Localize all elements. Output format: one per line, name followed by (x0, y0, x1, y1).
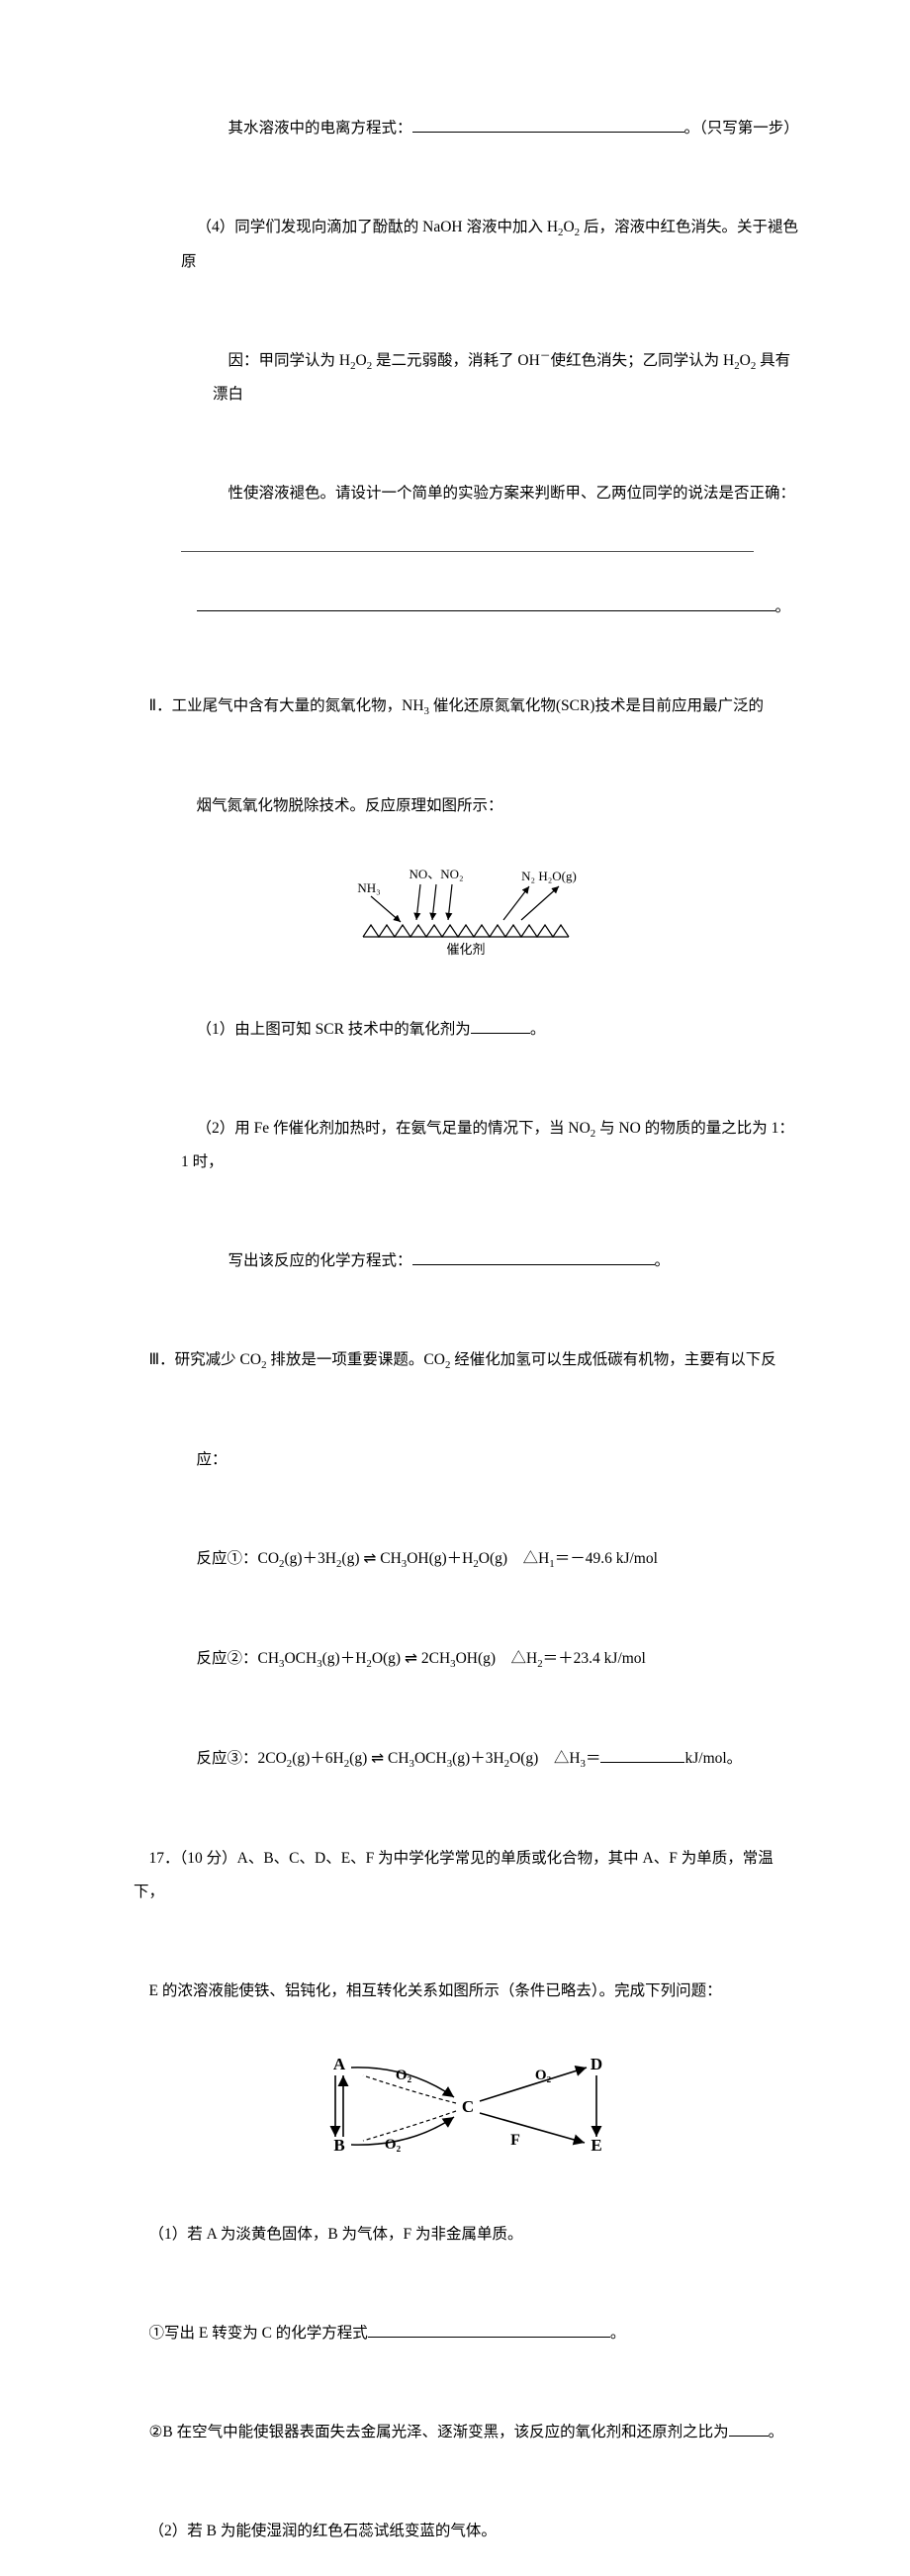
node-b: B (333, 2136, 344, 2155)
text: 反应②：CH (197, 1650, 280, 1667)
q16-ii-head-line1: Ⅱ．工业尾气中含有大量的氮氧化物，NH3 催化还原氮氧化物(SCR)技术是目前应… (134, 657, 801, 757)
text: 。 (530, 1021, 546, 1038)
text: 应： (197, 1451, 228, 1468)
label-catalyst: 催化剂 (446, 942, 485, 957)
text: 反应①：CO (197, 1550, 280, 1567)
text: 烟气氮氧化物脱除技术。反应原理如图所示： (197, 797, 503, 814)
text: 17．（10 分）A、B、C、D、E、F 为中学化学常见的单质或化合物，其中 A… (134, 1850, 774, 1899)
q16-i-4-line1: （4）同学们发现向滴加了酚酞的 NaOH 溶液中加入 H2O2 后，溶液中红色消… (134, 178, 801, 311)
q17-1: （1）若 A 为淡黄色固体，B 为气体，F 为非金属单质。 (134, 2185, 801, 2284)
text: ②B 在空气中能使银器表面失去金属光泽、逐渐变黑，该反应的氧化剂和还原剂之比为 (149, 2424, 729, 2440)
q16-ii-2-line2: 写出该反应的化学方程式： 。 (134, 1212, 801, 1311)
text: ＝ (586, 1750, 601, 1767)
text: O(g) (372, 1650, 401, 1667)
text: (g) (349, 1750, 367, 1767)
text: ①写出 E 转变为 C 的化学方程式 (149, 2325, 368, 2342)
text: CH (380, 1550, 402, 1567)
blank (471, 1018, 530, 1035)
q16-iii-r1: 反应①：CO2(g)＋3H2(g) ⇌ CH3OH(g)＋H2O(g) △H1＝… (134, 1510, 801, 1610)
text: 写出该反应的化学方程式： (228, 1252, 412, 1269)
q16-i-4-line3: 性使溶液褪色。请设计一个简单的实验方案来判断甲、乙两位同学的说法是否正确： (134, 444, 801, 543)
q16-ii-2-line1: （2）用 Fe 作催化剂加热时，在氨气足量的情况下，当 NO2 与 NO 的物质… (134, 1079, 801, 1212)
text: 其水溶液中的电离方程式： (228, 120, 412, 137)
text: 。 (775, 598, 791, 615)
text: OCH (414, 1750, 447, 1767)
blank (412, 117, 684, 134)
blank (412, 1249, 655, 1266)
blank (729, 2420, 769, 2437)
node-e: E (591, 2136, 601, 2155)
text: Ⅲ．研究减少 CO (149, 1351, 262, 1368)
text: （1）由上图可知 SCR 技术中的氧化剂为 (197, 1021, 471, 1038)
text: ＝＋23.4 kJ/mol (543, 1650, 646, 1667)
q16-iii-r3: 反应③：2CO2(g)＋6H2(g) ⇌ CH3OCH3(g)＋3H2O(g) … (134, 1709, 801, 1809)
answer-rule (181, 551, 754, 552)
text: 因：甲同学认为 H (228, 352, 351, 369)
q17-head-line1: 17．（10 分）A、B、C、D、E、F 为中学化学常见的单质或化合物，其中 A… (134, 1809, 801, 1941)
text: kJ/mol。 (684, 1750, 742, 1767)
q17-2: （2）若 B 为能使湿润的红色石蕊试纸变蓝的气体。 (134, 2481, 801, 2576)
q17-head-line2: E 的浓溶液能使铁、铝钝化，相互转化关系如图所示（条件已略去）。完成下列问题： (134, 1941, 801, 2040)
text: 2CH (421, 1650, 450, 1667)
text: （1）若 A 为淡黄色固体，B 为气体，F 为非金属单质。 (149, 2226, 523, 2243)
label-o2-2: O₂ (384, 2137, 401, 2153)
node-f: F (510, 2132, 520, 2149)
text: 。 (610, 2325, 626, 2342)
label-n2-h2o: N₂ H₂O(g) (521, 869, 577, 883)
q17-diagram: A B C D E F O₂ O₂ O₂ (134, 2048, 801, 2178)
q16-i-4-line2: 因：甲同学认为 H2O2 是二元弱酸，消耗了 OH－使红色消失；乙同学认为 H2… (134, 311, 801, 443)
q16-i-3b: 其水溶液中的电离方程式： 。（只写第一步） (134, 79, 801, 178)
text: OH(g)＋H (407, 1550, 473, 1567)
text: 性使溶液褪色。请设计一个简单的实验方案来判断甲、乙两位同学的说法是否正确： (228, 485, 796, 502)
text: （2）若 B 为能使湿润的红色石蕊试纸变蓝的气体。 (149, 2523, 497, 2539)
q16-iii-r2: 反应②：CH3OCH3(g)＋H2O(g) ⇌ 2CH3OH(g) △H2＝＋2… (134, 1610, 801, 1709)
text: O(g) △H (479, 1550, 549, 1567)
text: (g)＋3H (284, 1550, 336, 1567)
text: 。（只写第一步） (684, 120, 799, 137)
node-a: A (332, 2055, 345, 2073)
text: 。 (769, 2424, 784, 2440)
text: 使红色消失；乙同学认为 H (551, 352, 735, 369)
q17-1-1: ①写出 E 转变为 C 的化学方程式 。 (134, 2284, 801, 2383)
label-nh3: NH₃ (357, 880, 380, 895)
text: (g) (341, 1550, 359, 1567)
text: 是二元弱酸，消耗了 OH (376, 352, 540, 369)
text: (g)＋6H (292, 1750, 344, 1767)
text: 经催化加氢可以生成低碳有机物，主要有以下反 (454, 1351, 776, 1368)
node-c: C (461, 2097, 473, 2116)
q16-ii-head-line2: 烟气氮氧化物脱除技术。反应原理如图所示： (134, 757, 801, 856)
q16-iii-head-line2: 应： (134, 1411, 801, 1510)
node-d: D (590, 2055, 601, 2073)
q16-ii-1: （1）由上图可知 SCR 技术中的氧化剂为 。 (134, 980, 801, 1079)
text: CH (388, 1750, 410, 1767)
text: ＝－49.6 kJ/mol (555, 1550, 658, 1567)
text: Ⅱ．工业尾气中含有大量的氮氧化物，NH (149, 697, 424, 714)
text: E 的浓溶液能使铁、铝钝化，相互转化关系如图所示（条件已略去）。完成下列问题： (149, 1982, 722, 1999)
q17-1-2: ②B 在空气中能使银器表面失去金属光泽、逐渐变黑，该反应的氧化剂和还原剂之比为 。 (134, 2382, 801, 2481)
text: 排放是一项重要课题。CO (270, 1351, 445, 1368)
text: （2）用 Fe 作催化剂加热时，在氨气足量的情况下，当 NO (197, 1120, 591, 1137)
label-no-no2: NO、NO₂ (409, 867, 463, 881)
text: O(g) △H (509, 1750, 580, 1767)
q16-iii-head-line1: Ⅲ．研究减少 CO2 排放是一项重要课题。CO2 经催化加氢可以生成低碳有机物，… (134, 1311, 801, 1411)
text: OCH (284, 1650, 317, 1667)
text: 。 (655, 1252, 671, 1269)
text: （4）同学们发现向滴加了酚酞的 NaOH 溶液中加入 H (197, 219, 559, 235)
text: OH(g) △H (456, 1650, 538, 1667)
blank (368, 2321, 610, 2338)
text: (g)＋H (322, 1650, 367, 1667)
blank (197, 595, 775, 611)
blank (600, 1747, 684, 1764)
scr-diagram: NH₃ NO、NO₂ N₂ H₂O(g) 催化剂 (134, 863, 801, 973)
q16-i-4-end: 。 (134, 558, 801, 657)
text: 反应③：2CO (197, 1750, 287, 1767)
text: 催化还原氮氧化物(SCR)技术是目前应用最广泛的 (433, 697, 764, 714)
text: (g)＋3H (452, 1750, 504, 1767)
